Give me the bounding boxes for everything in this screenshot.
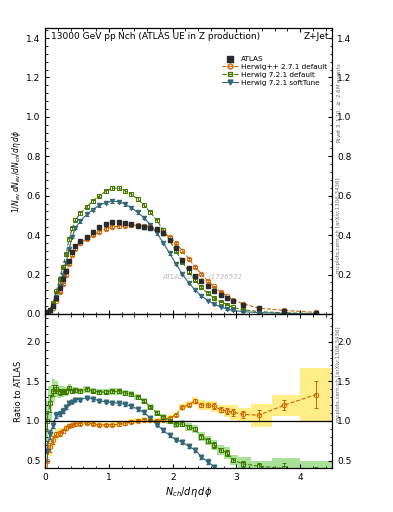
Text: Nch (ATLAS UE in Z production): Nch (ATLAS UE in Z production)	[118, 32, 260, 41]
X-axis label: $N_{ch}/d\eta\,d\phi$: $N_{ch}/d\eta\,d\phi$	[165, 485, 212, 499]
Text: Rivet 3.1.10, $\geq$ 2.6M events: Rivet 3.1.10, $\geq$ 2.6M events	[336, 62, 343, 143]
Y-axis label: $1/N_{ev}\,dN_{ev}/dN_{ch}/d\eta\,d\phi$: $1/N_{ev}\,dN_{ev}/dN_{ch}/d\eta\,d\phi$	[10, 130, 23, 212]
Y-axis label: Ratio to ATLAS: Ratio to ATLAS	[14, 360, 23, 422]
Text: mcplots.cern.ch [arXiv:1306.3436]: mcplots.cern.ch [arXiv:1306.3436]	[336, 326, 341, 421]
Text: Z+Jet: Z+Jet	[304, 32, 329, 41]
Text: ATLAS_2019_I1736531: ATLAS_2019_I1736531	[163, 273, 243, 280]
Text: mcplots.cern.ch [arXiv:1306.3436]: mcplots.cern.ch [arXiv:1306.3436]	[336, 178, 341, 273]
Text: 13000 GeV pp: 13000 GeV pp	[51, 32, 116, 41]
Legend: ATLAS, Herwig++ 2.7.1 default, Herwig 7.2.1 default, Herwig 7.2.1 softTune: ATLAS, Herwig++ 2.7.1 default, Herwig 7.…	[221, 55, 329, 87]
